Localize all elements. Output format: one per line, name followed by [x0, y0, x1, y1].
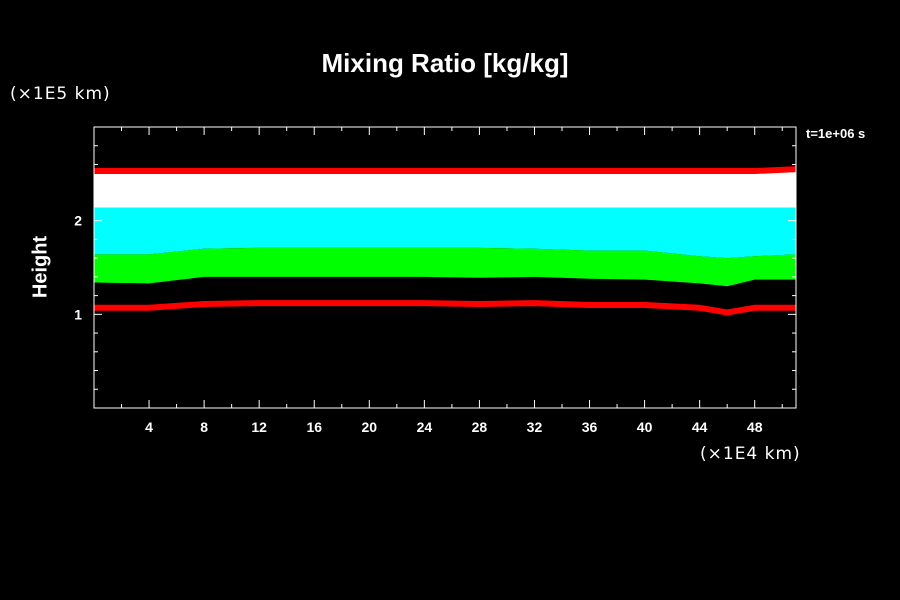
y-axis-unit: (×1E5 km) [10, 84, 111, 104]
chart-title: Mixing Ratio [kg/kg] [321, 48, 569, 78]
x-axis-unit: (×1E4 km) [700, 444, 801, 464]
x-tick-label: 12 [251, 419, 267, 435]
x-tick-label: 20 [362, 419, 378, 435]
x-tick-label: 44 [692, 419, 708, 435]
x-tick-label: 24 [417, 419, 433, 435]
x-tick-label: 48 [747, 419, 763, 435]
x-tick-label: 16 [306, 419, 322, 435]
x-tick-label: 28 [472, 419, 488, 435]
y-tick-label: 1 [74, 306, 82, 322]
x-tick-label: 8 [200, 419, 208, 435]
band-2 [94, 247, 796, 287]
band-0 [94, 171, 796, 208]
x-tick-label: 4 [145, 419, 153, 435]
contour-line-1 [94, 300, 796, 316]
x-tick-label: 40 [637, 419, 653, 435]
x-tick-label: 32 [527, 419, 543, 435]
x-tick-label: 36 [582, 419, 598, 435]
band-1 [94, 207, 796, 259]
y-tick-label: 2 [74, 213, 82, 229]
time-label: t=1e+06 s [806, 126, 866, 141]
plot-frame [93, 126, 797, 409]
contour-line-0 [94, 166, 797, 175]
